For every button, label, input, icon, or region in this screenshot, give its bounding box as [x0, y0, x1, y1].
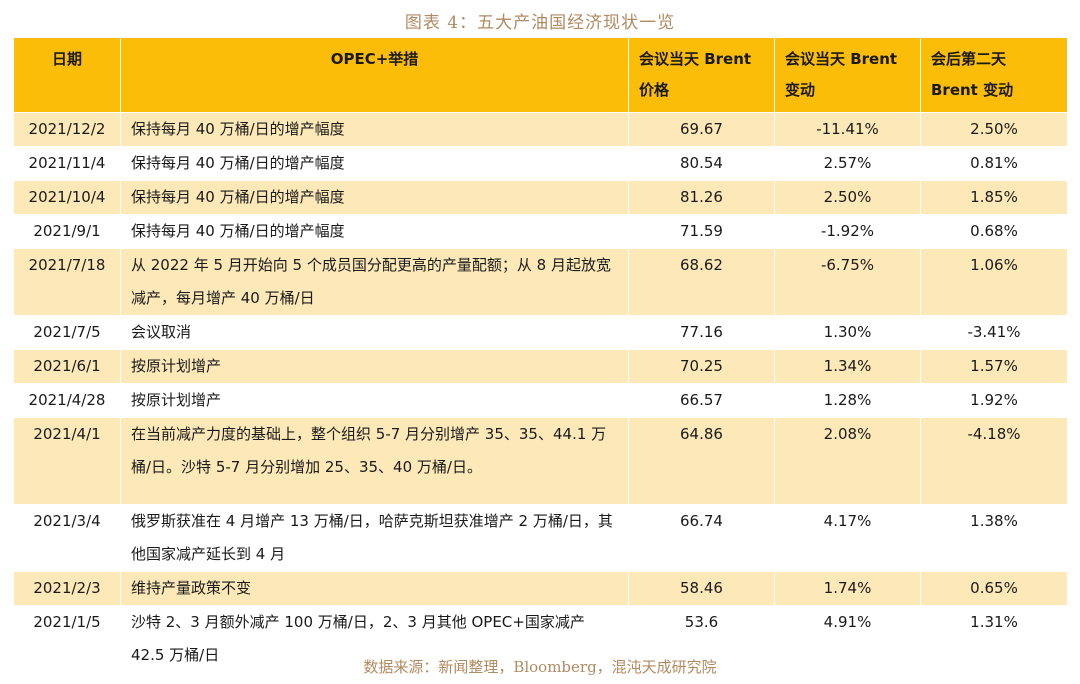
- header-row: 日期 OPEC+举措 会议当天 Brent 价格 会议当天 Brent 变动 会…: [13, 37, 1068, 113]
- change-cell: 1.28%: [774, 383, 921, 418]
- change-cell: 2.50%: [774, 180, 921, 215]
- next-change-cell: 2.50%: [920, 112, 1068, 147]
- price-cell: 66.57: [628, 383, 775, 418]
- change-cell: 1.30%: [774, 315, 921, 350]
- date-cell: 2021/2/3: [13, 571, 121, 606]
- price-cell: 69.67: [628, 112, 775, 147]
- next-change-cell: -4.18%: [920, 417, 1068, 505]
- source-note: 数据来源：新闻整理，Bloomberg，混沌天成研究院: [363, 658, 717, 676]
- date-cell: 2021/4/28: [13, 383, 121, 418]
- price-cell: 77.16: [628, 315, 775, 350]
- opec-table: 日期 OPEC+举措 会议当天 Brent 价格 会议当天 Brent 变动 会…: [13, 37, 1068, 673]
- change-cell: 2.08%: [774, 417, 921, 505]
- date-cell: 2021/3/4: [13, 504, 121, 572]
- table-row: 2021/2/3 维持产量政策不变 58.46 1.74% 0.65%: [13, 571, 1068, 606]
- header-change-day: 会议当天 Brent 变动: [774, 37, 921, 113]
- measure-cell: 保持每月 40 万桶/日的增产幅度: [120, 180, 629, 215]
- date-cell: 2021/9/1: [13, 214, 121, 249]
- date-cell: 2021/12/2: [13, 112, 121, 147]
- figure-title: 图表 4：五大产油国经济现状一览: [404, 13, 676, 33]
- measure-cell: 从 2022 年 5 月开始向 5 个成员国分配更高的产量配额；从 8 月起放宽…: [120, 248, 629, 316]
- measure-cell: 在当前减产力度的基础上，整个组织 5-7 月分别增产 35、35、44.1 万桶…: [120, 417, 629, 505]
- table-row: 2021/11/4 保持每月 40 万桶/日的增产幅度 80.54 2.57% …: [13, 146, 1068, 181]
- measure-cell: 按原计划增产: [120, 349, 629, 384]
- date-cell: 2021/10/4: [13, 180, 121, 215]
- next-change-cell: 1.92%: [920, 383, 1068, 418]
- date-cell: 2021/4/1: [13, 417, 121, 505]
- table-row: 2021/3/4 俄罗斯获准在 4 月增产 13 万桶/日，哈萨克斯坦获准增产 …: [13, 504, 1068, 572]
- next-change-cell: 1.85%: [920, 180, 1068, 215]
- header-change-next: 会后第二天 Brent 变动: [920, 37, 1068, 113]
- change-cell: 4.91%: [774, 605, 921, 673]
- next-change-cell: -3.41%: [920, 315, 1068, 350]
- measure-cell: 维持产量政策不变: [120, 571, 629, 606]
- next-change-cell: 1.06%: [920, 248, 1068, 316]
- change-cell: -6.75%: [774, 248, 921, 316]
- table-row: 2021/9/1 保持每月 40 万桶/日的增产幅度 71.59 -1.92% …: [13, 214, 1068, 249]
- next-change-cell: 1.31%: [920, 605, 1068, 673]
- change-cell: 1.74%: [774, 571, 921, 606]
- change-cell: 1.34%: [774, 349, 921, 384]
- next-change-cell: 1.57%: [920, 349, 1068, 384]
- change-cell: 2.57%: [774, 146, 921, 181]
- price-cell: 64.86: [628, 417, 775, 505]
- next-change-cell: 0.68%: [920, 214, 1068, 249]
- price-cell: 71.59: [628, 214, 775, 249]
- table-row: 2021/6/1 按原计划增产 70.25 1.34% 1.57%: [13, 349, 1068, 384]
- price-cell: 80.54: [628, 146, 775, 181]
- change-cell: -1.92%: [774, 214, 921, 249]
- table-row: 2021/4/1 在当前减产力度的基础上，整个组织 5-7 月分别增产 35、3…: [13, 417, 1068, 505]
- price-cell: 58.46: [628, 571, 775, 606]
- price-cell: 70.25: [628, 349, 775, 384]
- table-row: 2021/7/18 从 2022 年 5 月开始向 5 个成员国分配更高的产量配…: [13, 248, 1068, 316]
- change-cell: 4.17%: [774, 504, 921, 572]
- price-cell: 68.62: [628, 248, 775, 316]
- price-cell: 66.74: [628, 504, 775, 572]
- date-cell: 2021/11/4: [13, 146, 121, 181]
- date-cell: 2021/1/5: [13, 605, 121, 673]
- measure-cell: 会议取消: [120, 315, 629, 350]
- measure-cell: 俄罗斯获准在 4 月增产 13 万桶/日，哈萨克斯坦获准增产 2 万桶/日，其他…: [120, 504, 629, 572]
- next-change-cell: 0.65%: [920, 571, 1068, 606]
- change-cell: -11.41%: [774, 112, 921, 147]
- date-cell: 2021/6/1: [13, 349, 121, 384]
- date-cell: 2021/7/18: [13, 248, 121, 316]
- next-change-cell: 1.38%: [920, 504, 1068, 572]
- header-measure: OPEC+举措: [120, 37, 629, 113]
- measure-cell: 保持每月 40 万桶/日的增产幅度: [120, 214, 629, 249]
- next-change-cell: 0.81%: [920, 146, 1068, 181]
- table-row: 2021/12/2 保持每月 40 万桶/日的增产幅度 69.67 -11.41…: [13, 112, 1068, 147]
- header-price: 会议当天 Brent 价格: [628, 37, 775, 113]
- date-cell: 2021/7/5: [13, 315, 121, 350]
- table-row: 2021/10/4 保持每月 40 万桶/日的增产幅度 81.26 2.50% …: [13, 180, 1068, 215]
- table-row: 2021/7/5 会议取消 77.16 1.30% -3.41%: [13, 315, 1068, 350]
- measure-cell: 保持每月 40 万桶/日的增产幅度: [120, 112, 629, 147]
- price-cell: 81.26: [628, 180, 775, 215]
- header-date: 日期: [13, 37, 121, 113]
- table-row: 2021/1/5 沙特 2、3 月额外减产 100 万桶/日，2、3 月其他 O…: [13, 605, 1068, 673]
- price-cell: 53.6: [628, 605, 775, 673]
- measure-cell: 按原计划增产: [120, 383, 629, 418]
- table-row: 2021/4/28 按原计划增产 66.57 1.28% 1.92%: [13, 383, 1068, 418]
- measure-cell: 保持每月 40 万桶/日的增产幅度: [120, 146, 629, 181]
